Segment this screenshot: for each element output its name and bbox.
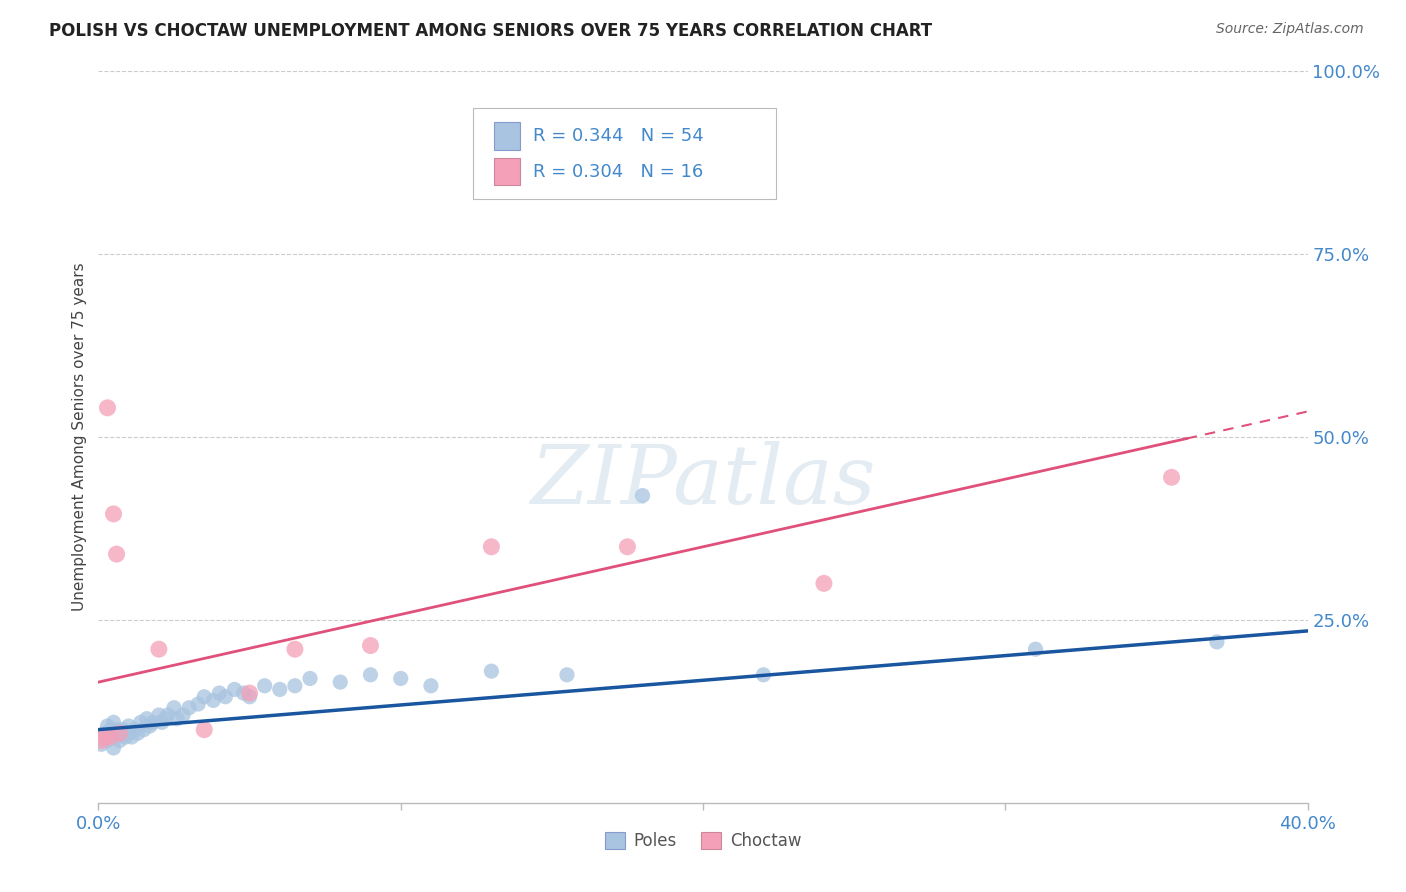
Point (214, 690, 236, 704)
Point (100, 730, 122, 744)
Point (90, 737, 112, 751)
Point (156, 708, 179, 723)
Text: R = 0.304   N = 16: R = 0.304 N = 16 (533, 162, 703, 180)
Point (269, 682, 291, 697)
Point (163, 700, 186, 714)
Point (108, 726, 131, 740)
Text: R = 0.344   N = 54: R = 0.344 N = 54 (533, 127, 703, 145)
Point (329, 675, 352, 690)
Point (239, 686, 262, 700)
Point (100, 723, 122, 737)
Bar (494, 158, 520, 186)
Point (752, 667, 775, 681)
Point (224, 682, 246, 697)
Point (284, 679, 307, 693)
Point (118, 726, 141, 740)
FancyBboxPatch shape (474, 108, 776, 200)
Point (96, 733, 118, 747)
Point (90, 733, 112, 747)
Point (96, 401, 118, 415)
Point (132, 723, 155, 737)
Point (193, 690, 215, 704)
Point (360, 667, 382, 681)
Point (232, 686, 254, 700)
Point (103, 740, 125, 755)
Point (813, 576, 835, 591)
Y-axis label: Unemployment Among Seniors over 75 years: Unemployment Among Seniors over 75 years (72, 263, 87, 611)
Point (114, 730, 136, 744)
Point (187, 697, 209, 711)
Point (616, 540, 638, 554)
Point (208, 686, 231, 700)
Point (193, 723, 215, 737)
Point (172, 708, 194, 723)
Point (105, 723, 128, 737)
Text: ZIPatlas: ZIPatlas (530, 441, 876, 521)
Point (179, 700, 201, 714)
Point (1160, 470, 1182, 484)
Point (129, 715, 152, 730)
Point (108, 726, 131, 740)
Point (118, 719, 141, 733)
Point (481, 540, 503, 554)
Point (121, 730, 143, 744)
Point (166, 712, 188, 726)
Point (299, 672, 322, 686)
Point (103, 507, 125, 521)
Point (150, 715, 173, 730)
Point (555, 667, 578, 681)
Point (93, 726, 115, 740)
Point (420, 679, 443, 693)
Point (96, 719, 118, 733)
Point (100, 730, 122, 744)
Point (105, 547, 128, 561)
Point (631, 489, 654, 503)
Point (103, 715, 125, 730)
Point (148, 708, 170, 723)
Point (1206, 635, 1229, 649)
Point (142, 715, 165, 730)
Point (93, 730, 115, 744)
Text: Source: ZipAtlas.com: Source: ZipAtlas.com (1216, 22, 1364, 37)
Point (111, 723, 134, 737)
Point (105, 730, 128, 744)
Point (148, 642, 170, 657)
Point (124, 723, 146, 737)
Point (1024, 642, 1046, 657)
Point (481, 664, 503, 678)
Point (108, 733, 131, 747)
Legend: Poles, Choctaw: Poles, Choctaw (598, 825, 808, 856)
Point (127, 726, 149, 740)
Point (284, 642, 307, 657)
Point (239, 690, 262, 704)
Point (153, 712, 176, 726)
Point (389, 672, 412, 686)
Bar (494, 122, 520, 150)
Point (360, 639, 382, 653)
Point (253, 679, 276, 693)
Point (135, 712, 157, 726)
Point (139, 719, 162, 733)
Text: POLISH VS CHOCTAW UNEMPLOYMENT AMONG SENIORS OVER 75 YEARS CORRELATION CHART: POLISH VS CHOCTAW UNEMPLOYMENT AMONG SEN… (49, 22, 932, 40)
Point (202, 693, 225, 707)
